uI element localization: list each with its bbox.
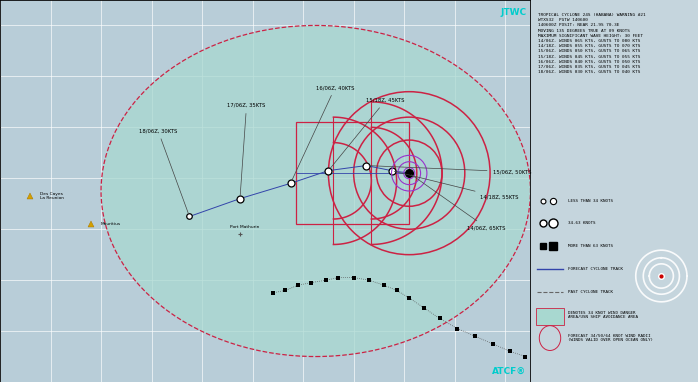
Text: Des Cayes
La Reunion: Des Cayes La Reunion — [40, 192, 64, 201]
Text: 14/06Z, 65KTS: 14/06Z, 65KTS — [412, 175, 506, 230]
Text: 18/06Z, 30KTS: 18/06Z, 30KTS — [139, 128, 188, 214]
Text: TROPICAL CYCLONE 24S (HABANA) WARNING #21
WTXS32  PGTW 140600
140600Z POSIT: NEA: TROPICAL CYCLONE 24S (HABANA) WARNING #2… — [538, 13, 646, 74]
Text: FORECAST CYCLONE TRACK: FORECAST CYCLONE TRACK — [568, 267, 623, 271]
Text: 17/06Z, 35KTS: 17/06Z, 35KTS — [228, 103, 266, 196]
Text: MORE THAN 63 KNOTS: MORE THAN 63 KNOTS — [568, 244, 613, 248]
Text: LESS THAN 34 KNOTS: LESS THAN 34 KNOTS — [568, 199, 613, 202]
Text: 15/06Z, 50KTS: 15/06Z, 50KTS — [369, 166, 531, 174]
Text: FORECAST 34/50/64 KNOT WIND RADII
(WINDS VALID OVER OPEN OCEAN ONLY): FORECAST 34/50/64 KNOT WIND RADII (WINDS… — [568, 334, 653, 342]
Text: Port Mathurin: Port Mathurin — [230, 225, 260, 229]
Text: Mauritius: Mauritius — [101, 222, 121, 226]
Text: 34-63 KNOTS: 34-63 KNOTS — [568, 222, 595, 225]
Ellipse shape — [101, 26, 530, 356]
FancyBboxPatch shape — [536, 308, 564, 325]
Text: 15/18Z, 45KTS: 15/18Z, 45KTS — [330, 98, 405, 168]
Text: JTWC: JTWC — [500, 8, 527, 17]
Text: DENOTES 34 KNOT WIND DANGER
AREA/USN SHIP AVOIDANCE AREA: DENOTES 34 KNOT WIND DANGER AREA/USN SHI… — [568, 311, 638, 319]
Text: ATCF®: ATCF® — [493, 367, 527, 376]
Text: 16/06Z, 40KTS: 16/06Z, 40KTS — [292, 85, 355, 181]
Text: PAST CYCLONE TRACK: PAST CYCLONE TRACK — [568, 290, 613, 294]
Text: 14/18Z, 55KTS: 14/18Z, 55KTS — [394, 171, 519, 200]
Bar — [295, 122, 409, 224]
